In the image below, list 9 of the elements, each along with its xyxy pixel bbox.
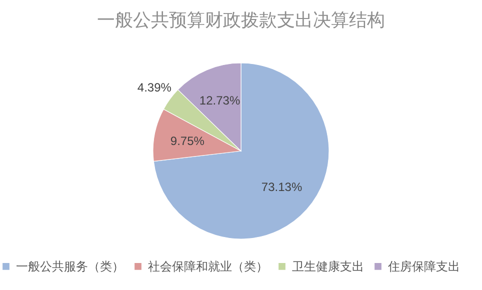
legend-label: 住房保障支出: [387, 259, 460, 274]
legend-label: 卫生健康支出: [292, 259, 364, 274]
data-label: 12.73%: [199, 94, 240, 108]
data-label: 4.39%: [137, 80, 172, 94]
data-label: 73.13%: [261, 180, 302, 194]
legend-label: 社会保障和就业（类）: [148, 259, 268, 274]
chart-title: 一般公共预算财政拨款支出决算结构: [97, 10, 385, 30]
legend-label: 一般公共服务（类）: [16, 259, 124, 274]
data-label: 9.75%: [170, 134, 205, 148]
